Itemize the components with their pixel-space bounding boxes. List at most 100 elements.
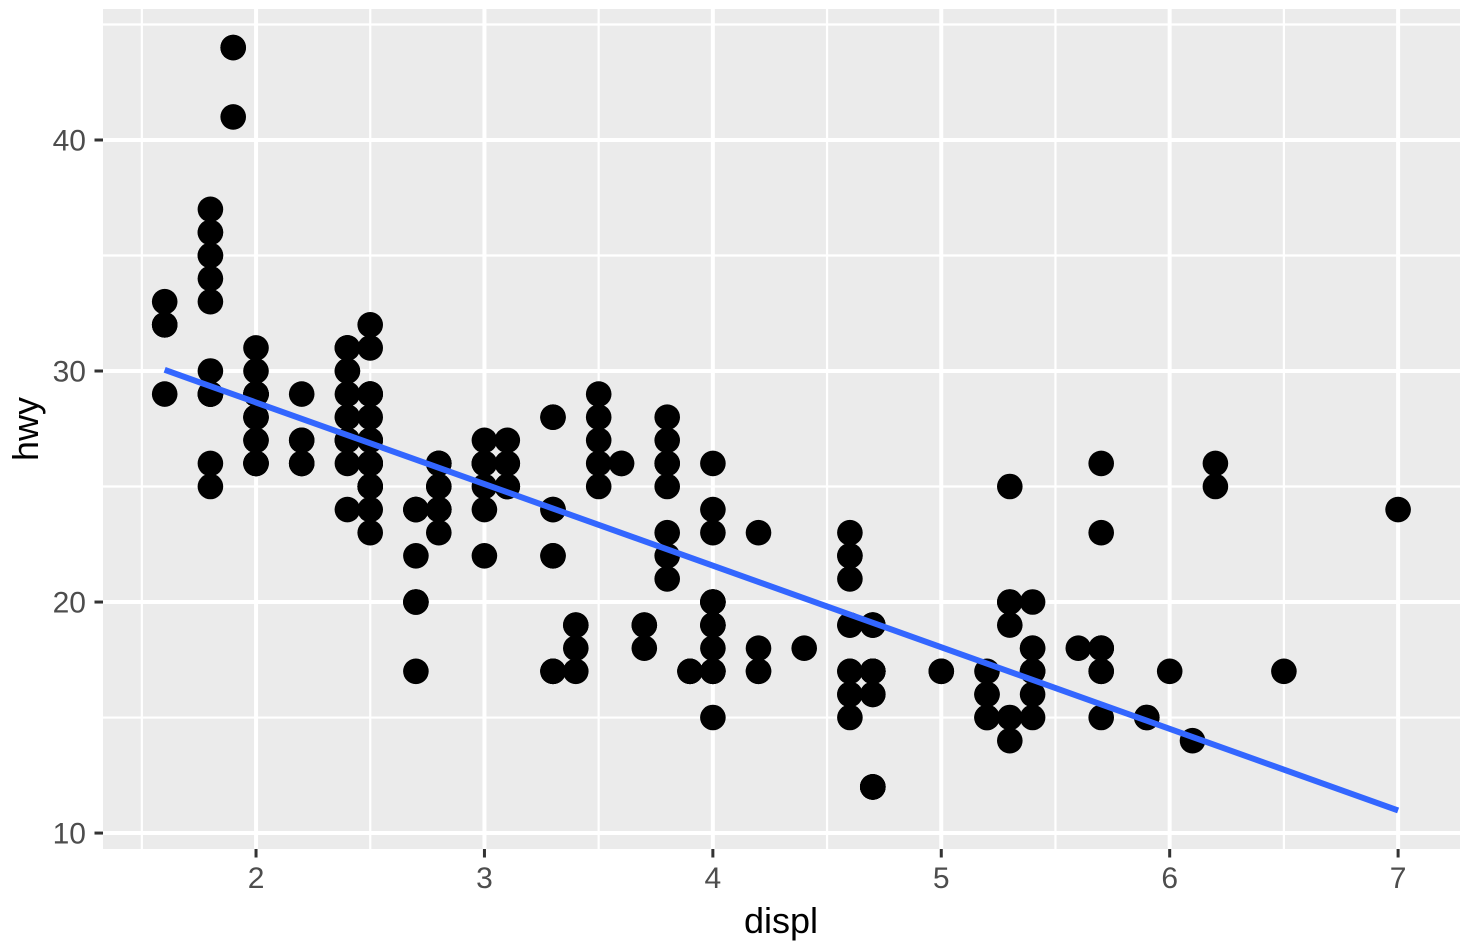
data-point bbox=[1271, 658, 1297, 685]
data-point bbox=[563, 658, 589, 685]
data-point bbox=[197, 219, 224, 246]
data-point bbox=[403, 543, 429, 569]
data-point bbox=[494, 450, 521, 477]
y-tick-label: 30 bbox=[53, 356, 86, 389]
data-point bbox=[403, 658, 429, 685]
x-tick-label: 2 bbox=[248, 862, 265, 895]
data-point bbox=[357, 473, 384, 500]
data-point bbox=[151, 288, 178, 315]
data-point bbox=[654, 566, 680, 592]
data-point bbox=[334, 404, 361, 431]
data-point bbox=[860, 774, 886, 800]
data-point bbox=[631, 635, 658, 661]
data-point bbox=[357, 404, 384, 431]
data-point bbox=[1019, 681, 1046, 708]
data-point bbox=[357, 496, 384, 523]
data-points-layer bbox=[151, 34, 1411, 800]
data-point bbox=[997, 589, 1023, 615]
data-point bbox=[220, 104, 246, 130]
data-point bbox=[700, 519, 726, 546]
data-point bbox=[997, 612, 1023, 638]
data-point bbox=[357, 519, 384, 546]
data-point bbox=[426, 496, 452, 523]
data-point bbox=[837, 519, 863, 546]
data-point bbox=[974, 681, 1000, 708]
data-point bbox=[288, 450, 315, 477]
data-point bbox=[1088, 519, 1114, 546]
data-point bbox=[540, 404, 566, 431]
data-point bbox=[745, 635, 772, 661]
data-point bbox=[700, 635, 726, 661]
trend-line-layer bbox=[163, 367, 1400, 814]
data-point bbox=[334, 450, 361, 477]
data-point bbox=[654, 450, 680, 477]
data-point bbox=[243, 335, 269, 361]
data-point bbox=[220, 34, 246, 61]
data-point bbox=[837, 543, 863, 569]
data-point bbox=[243, 358, 269, 384]
y-axis-title: hwy bbox=[5, 397, 46, 461]
data-point bbox=[997, 704, 1023, 731]
data-point bbox=[791, 635, 817, 661]
data-point bbox=[471, 543, 498, 569]
x-tick-label: 7 bbox=[1390, 862, 1407, 895]
data-point bbox=[197, 473, 224, 500]
data-point bbox=[357, 335, 384, 361]
data-point bbox=[1019, 635, 1046, 661]
data-point bbox=[1088, 450, 1114, 477]
y-tick-label: 20 bbox=[53, 587, 86, 620]
data-point bbox=[1088, 658, 1114, 685]
data-point bbox=[151, 381, 178, 407]
data-point bbox=[654, 473, 680, 500]
data-point bbox=[928, 658, 955, 685]
data-point bbox=[677, 658, 703, 685]
data-point bbox=[197, 288, 224, 315]
data-point bbox=[1156, 658, 1183, 685]
data-point bbox=[1202, 450, 1229, 477]
data-point bbox=[243, 427, 269, 454]
data-point bbox=[585, 427, 612, 454]
data-point bbox=[288, 381, 315, 407]
y-tick-label: 40 bbox=[53, 124, 86, 157]
data-point bbox=[631, 612, 658, 638]
data-point bbox=[197, 358, 224, 384]
data-point bbox=[1088, 704, 1114, 731]
x-axis-title: displ bbox=[744, 900, 818, 941]
data-point bbox=[403, 496, 429, 523]
data-point bbox=[197, 265, 224, 292]
data-point bbox=[471, 450, 498, 477]
data-point bbox=[585, 404, 612, 431]
data-point bbox=[540, 658, 566, 685]
data-point bbox=[1088, 635, 1114, 661]
x-tick-label: 6 bbox=[1161, 862, 1178, 895]
data-point bbox=[540, 543, 566, 569]
data-point bbox=[151, 312, 178, 338]
x-tick-label: 4 bbox=[705, 862, 722, 895]
data-point bbox=[837, 681, 863, 708]
data-point bbox=[837, 658, 863, 685]
data-point bbox=[837, 566, 863, 592]
data-point bbox=[745, 519, 772, 546]
data-point bbox=[585, 473, 612, 500]
data-point bbox=[357, 312, 384, 338]
data-point bbox=[1202, 473, 1229, 500]
data-point bbox=[585, 450, 612, 477]
y-tick-label: 10 bbox=[53, 818, 86, 851]
data-point bbox=[471, 496, 498, 523]
data-point bbox=[403, 589, 429, 615]
data-point bbox=[471, 427, 498, 454]
trend-line bbox=[163, 367, 1400, 814]
data-point bbox=[654, 427, 680, 454]
data-point bbox=[837, 704, 863, 731]
data-point bbox=[997, 473, 1023, 500]
data-point bbox=[197, 242, 224, 269]
data-point bbox=[654, 404, 680, 431]
x-tick-label: 3 bbox=[476, 862, 493, 895]
data-point bbox=[197, 450, 224, 477]
data-point bbox=[334, 358, 361, 384]
data-point bbox=[1065, 635, 1092, 661]
data-point bbox=[563, 635, 589, 661]
data-point bbox=[745, 658, 772, 685]
